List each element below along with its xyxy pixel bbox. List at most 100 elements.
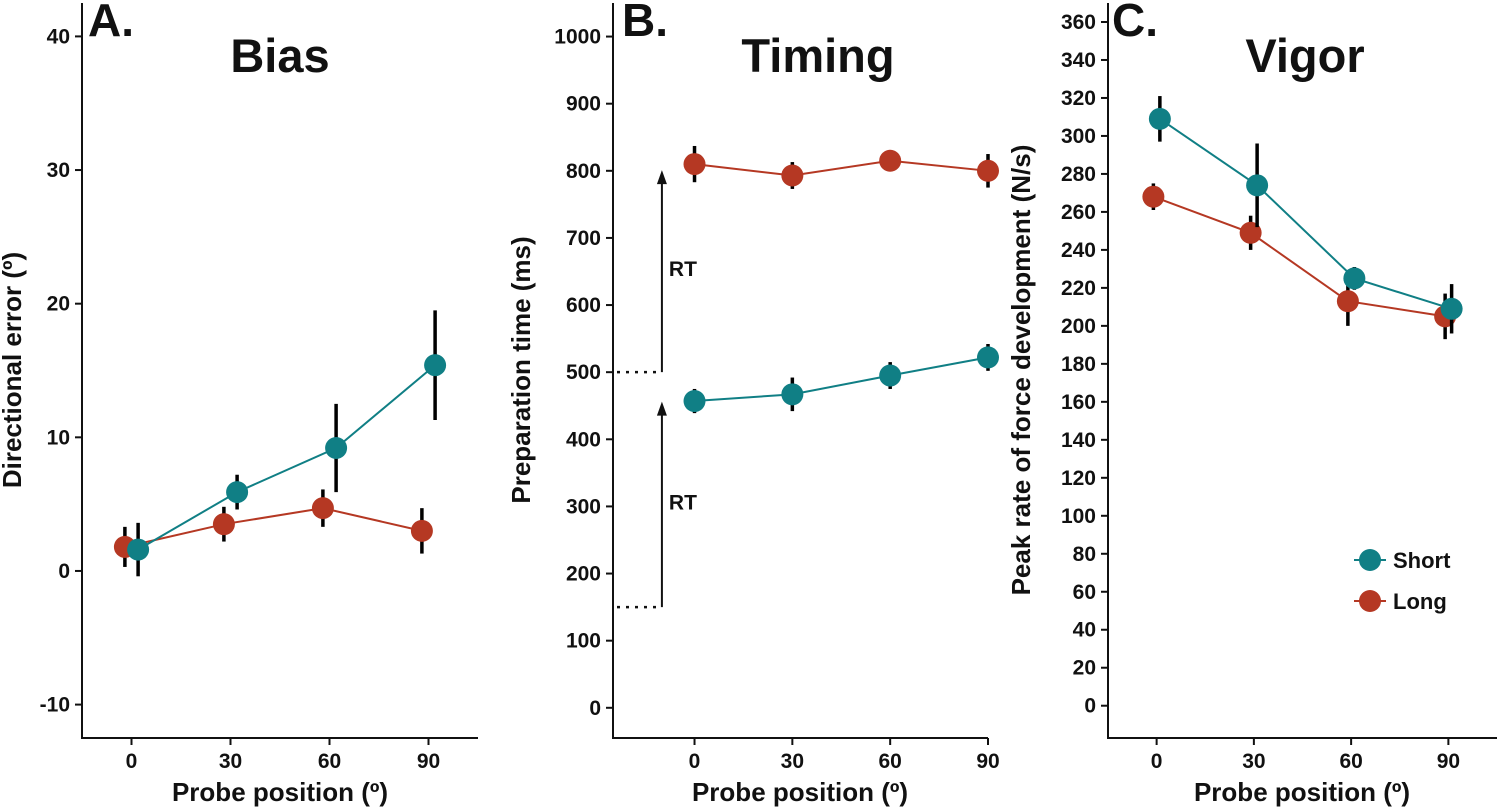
y-tick-label: 200: [566, 563, 601, 586]
data-point-long: [1239, 221, 1262, 244]
data-point-long: [977, 159, 999, 182]
series-line-long: [694, 159, 989, 177]
y-tick-label: 900: [566, 93, 601, 116]
y-tick-label: 100: [1061, 505, 1096, 528]
x-tick-label: 60: [878, 750, 901, 773]
y-tick-label: 600: [566, 294, 601, 317]
data-point-long: [311, 497, 334, 520]
y-tick-label: 20: [1073, 657, 1096, 680]
y-tick-label: 1000: [554, 26, 601, 49]
data-point-long: [1336, 290, 1359, 313]
data-point-long: [683, 153, 706, 176]
data-point-long: [410, 519, 433, 542]
y-axis-label-timing: Preparation time (ms): [506, 236, 536, 503]
rt-annotation-label: RT: [669, 258, 697, 281]
y-tick-label: 260: [1061, 201, 1096, 224]
y-tick-label: 180: [1061, 353, 1096, 376]
y-axis-label-bias: Directional error (º): [0, 252, 27, 488]
chart-title-timing: Timing: [741, 29, 894, 82]
x-tick-label: 0: [689, 750, 701, 773]
legend-marker-long: [1359, 590, 1381, 612]
y-tick-label: 300: [566, 495, 601, 518]
legend-marker-short: [1359, 549, 1381, 571]
y-tick-label: 160: [1061, 391, 1096, 414]
x-tick-label: 30: [781, 750, 804, 773]
chart-title-bias: Bias: [230, 29, 329, 82]
y-axis-label-vigor: Peak rate of force development (N/s): [1006, 145, 1036, 596]
panel-label-b: B.: [622, 0, 668, 46]
y-tick-label: 0: [1084, 695, 1096, 718]
y-tick-label: 40: [47, 25, 70, 48]
plot-area-timing: 0 100 200 300 400 500 600 700 800 900 1000 0 30 60 90 R…: [554, 3, 1000, 773]
y-tick-label: 240: [1061, 239, 1096, 262]
legend-label-short: Short: [1393, 548, 1451, 573]
y-tick-label: 400: [566, 428, 601, 451]
data-point-short: [325, 437, 348, 460]
y-tick-label: 140: [1061, 429, 1096, 452]
y-tick-label: 100: [566, 630, 601, 653]
y-tick-label: 280: [1061, 163, 1096, 186]
rt-arrow-head: [656, 170, 667, 185]
x-tick-label: 60: [1339, 750, 1362, 773]
rt-arrow-head: [656, 401, 667, 416]
y-tick-label: 320: [1061, 87, 1096, 110]
data-point-long: [781, 164, 804, 187]
x-axis-label-bias: Probe position (º): [172, 777, 388, 807]
x-tick-label: 30: [219, 750, 242, 773]
x-tick-label: 90: [417, 750, 440, 773]
y-tick-label: 340: [1061, 49, 1096, 72]
legend: Short Long: [1354, 548, 1451, 614]
x-axis-label-timing: Probe position (º): [692, 777, 908, 807]
series-line-short: [1159, 118, 1452, 310]
x-axis-label-vigor: Probe position (º): [1194, 777, 1410, 807]
panel-timing: B. Timing Probe position (º) Preparation…: [506, 0, 1000, 807]
x-tick-label: 90: [976, 750, 999, 773]
plot-area-bias: -10 0 10 20 30 40 0 30 60 90: [40, 3, 478, 773]
x-tick-label: 0: [126, 750, 138, 773]
y-tick-label: 0: [589, 697, 601, 720]
x-tick-label: 0: [1151, 750, 1163, 773]
data-point-long: [212, 513, 235, 536]
data-point-long: [1142, 185, 1165, 208]
x-tick-label: 60: [318, 750, 341, 773]
y-tick-label: 20: [47, 293, 70, 316]
plot-area-vigor: 0 20 40 60 80 100 120 140 160 180 200 220 240 260 280 3…: [1061, 3, 1497, 773]
y-tick-label: 60: [1073, 581, 1096, 604]
series-line-short: [137, 364, 436, 551]
panel-vigor: C. Vigor Probe position (º) Peak rate of…: [1006, 0, 1497, 807]
panel-label-a: A.: [88, 0, 134, 46]
data-point-short: [977, 346, 999, 369]
series-line-long: [1153, 195, 1446, 318]
y-tick-label: 800: [566, 160, 601, 183]
data-point-short: [781, 383, 804, 406]
rt-annotation-label: RT: [669, 491, 697, 514]
y-tick-label: 40: [1073, 619, 1096, 642]
y-tick-label: 120: [1061, 467, 1096, 490]
data-point-short: [424, 354, 447, 377]
legend-label-long: Long: [1393, 589, 1447, 614]
y-tick-label: 220: [1061, 277, 1096, 300]
y-tick-label: -10: [40, 694, 70, 717]
data-point-short: [1148, 107, 1171, 130]
x-tick-label: 90: [1437, 750, 1460, 773]
panel-label-c: C.: [1112, 0, 1158, 46]
data-point-short: [683, 390, 706, 413]
series-line-long: [124, 507, 423, 548]
data-point-short: [1246, 174, 1269, 197]
data-point-short: [1343, 267, 1366, 290]
y-tick-label: 360: [1061, 11, 1096, 34]
data-point-long: [879, 149, 902, 172]
data-point-short: [1440, 297, 1463, 320]
x-tick-label: 30: [1242, 750, 1265, 773]
y-tick-label: 0: [58, 560, 70, 583]
y-tick-label: 300: [1061, 125, 1096, 148]
y-tick-label: 30: [47, 159, 70, 182]
y-tick-label: 80: [1073, 543, 1096, 566]
series-line-short: [694, 356, 989, 403]
panel-bias: A. Bias Probe position (º) Directional e…: [0, 0, 478, 807]
chart-title-vigor: Vigor: [1245, 29, 1364, 82]
y-tick-label: 10: [47, 426, 70, 449]
y-tick-label: 500: [566, 361, 601, 384]
data-point-short: [879, 364, 902, 387]
